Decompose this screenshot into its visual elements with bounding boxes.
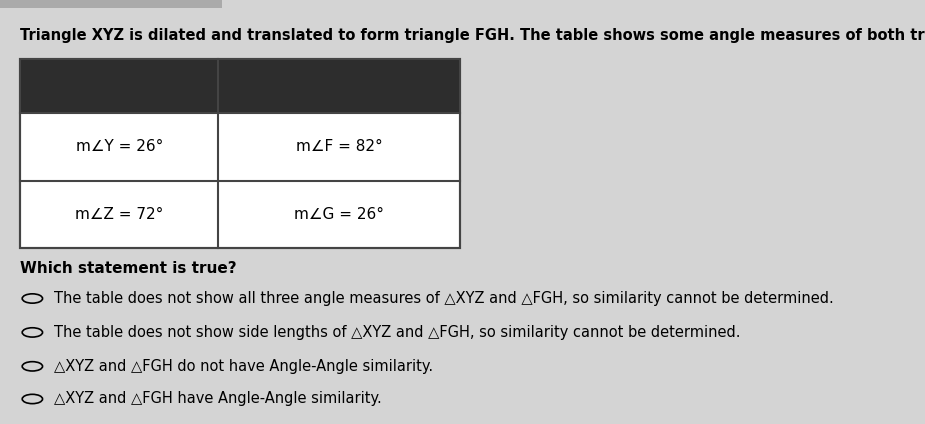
Text: △XYZ and △FGH have Angle-Angle similarity.: △XYZ and △FGH have Angle-Angle similarit… [54,391,381,407]
FancyBboxPatch shape [20,59,460,113]
Text: m∠Z = 72°: m∠Z = 72° [75,207,164,222]
Text: Which statement is true?: Which statement is true? [20,261,237,276]
Text: The table does not show side lengths of △XYZ and △FGH, so similarity cannot be d: The table does not show side lengths of … [54,325,740,340]
Text: m∠G = 26°: m∠G = 26° [294,207,384,222]
Text: Triangle XYZ is dilated and translated to form triangle FGH. The table shows som: Triangle XYZ is dilated and translated t… [20,28,925,42]
Text: The table does not show all three angle measures of △XYZ and △FGH, so similarity: The table does not show all three angle … [54,291,833,306]
FancyBboxPatch shape [20,59,460,248]
FancyBboxPatch shape [0,0,222,8]
Text: △XYZ and △FGH do not have Angle-Angle similarity.: △XYZ and △FGH do not have Angle-Angle si… [54,359,433,374]
Text: m∠Y = 26°: m∠Y = 26° [76,139,163,154]
Text: m∠F = 82°: m∠F = 82° [295,139,382,154]
